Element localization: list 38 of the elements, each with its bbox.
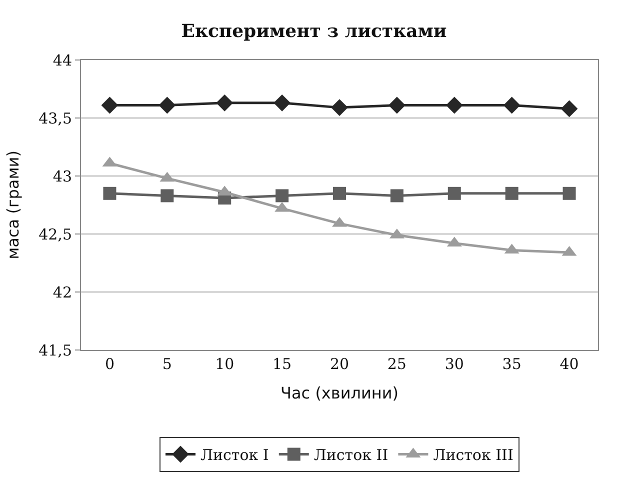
y-axis-title: маса (грами): [3, 150, 22, 260]
point: [448, 186, 461, 200]
chart-title: Експеримент з листками: [181, 20, 447, 42]
point: [562, 186, 576, 200]
legend-label: Листок III: [433, 446, 514, 464]
point: [503, 96, 520, 114]
legend-label: Листок II: [314, 446, 388, 464]
point: [274, 94, 291, 112]
point: [276, 189, 289, 202]
point: [160, 189, 174, 202]
x-tick-label: 0: [104, 355, 114, 373]
legend-label: Листок I: [200, 446, 269, 464]
point: [331, 99, 348, 116]
x-tick-label: 35: [502, 355, 522, 373]
point: [101, 96, 118, 114]
point: [390, 189, 404, 202]
point: [158, 96, 176, 114]
y-tick-label: 42: [52, 283, 72, 302]
x-tick-label: 30: [444, 355, 464, 373]
x-tick-label: 40: [560, 355, 579, 373]
point: [505, 186, 518, 200]
x-tick-label: 5: [162, 355, 172, 373]
y-tick-label: 43,5: [38, 109, 72, 128]
x-axis-title: Час (хвилини): [280, 384, 398, 403]
x-tick-label: 15: [272, 355, 292, 373]
point: [388, 96, 406, 114]
y-tick-label: 44: [52, 51, 72, 70]
x-tick-label: 20: [330, 355, 350, 373]
y-tick-label: 43: [52, 167, 72, 186]
x-tick-label: 25: [387, 355, 406, 373]
point: [446, 96, 463, 114]
y-tick-label: 41,5: [38, 341, 72, 360]
point: [333, 186, 346, 200]
point: [103, 186, 116, 200]
point: [560, 100, 578, 118]
x-tick-label: 10: [215, 355, 234, 373]
y-tick-label: 42,5: [38, 225, 72, 244]
point: [216, 94, 234, 112]
